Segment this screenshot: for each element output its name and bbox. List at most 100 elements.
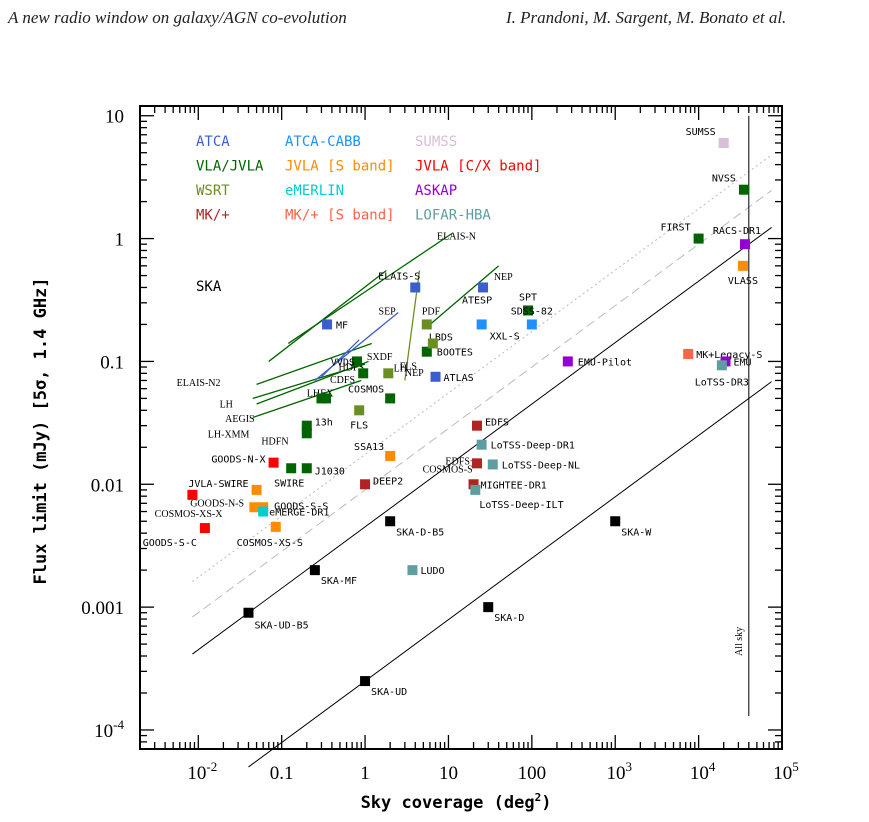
x-axis-label: Sky coverage (deg2): [361, 791, 552, 813]
survey-point: [249, 502, 260, 513]
x-tick-label: 105: [773, 759, 799, 784]
y-axis-label: Flux limit (mJy) [5σ, 1.4 GHz]: [31, 277, 51, 584]
survey-track: [321, 339, 360, 378]
survey-point-label: J1030: [315, 466, 345, 477]
survey-line-label: NEP: [494, 272, 513, 283]
x-tick-label: 103: [606, 759, 632, 784]
survey-line-label: LH: [220, 400, 233, 411]
survey-point: [476, 319, 487, 330]
survey-point: [476, 439, 487, 450]
legend-entry: JVLA [S band]: [285, 159, 395, 175]
survey-point: [358, 368, 369, 379]
survey-point: [360, 479, 371, 490]
running-header-right: I. Prandoni, M. Sargent, M. Bonato et al…: [506, 8, 787, 27]
survey-line-label: COSMOS-S: [423, 464, 473, 475]
x-axis-label-sup: 2: [535, 791, 542, 804]
survey-point: [472, 420, 483, 431]
survey-point-label: SKA-MF: [321, 576, 357, 587]
legend-entry: MK/+ [S band]: [285, 208, 395, 224]
survey-line-label: ELAIS-N: [437, 232, 476, 243]
survey-point-label: SKA-D-B5: [396, 527, 444, 538]
survey-point-label: SDSS-82: [511, 306, 553, 317]
survey-point: [383, 368, 394, 379]
survey-point-label: MIGHTEE-DR1: [481, 480, 547, 491]
survey-point-label: JVLA-SWIRE: [188, 479, 248, 490]
survey-point: [427, 338, 438, 349]
survey-point-label: NVSS: [712, 174, 736, 185]
survey-point-label: GOODS-S-C: [143, 538, 197, 549]
survey-point-label: MK+Legacy-S: [696, 350, 762, 361]
survey-line-label: NEP: [405, 368, 424, 379]
survey-line-label: SXDF: [367, 352, 393, 363]
survey-point-label: ATLAS: [444, 373, 474, 384]
survey-point: [301, 463, 312, 474]
survey-point-label: LoTSS-Deep-ILT: [479, 500, 563, 511]
survey-point: [385, 393, 396, 404]
survey-point: [354, 405, 365, 416]
survey-point: [320, 393, 331, 404]
survey-point: [421, 319, 432, 330]
survey-line-label: SEP: [379, 307, 397, 318]
legend-entry: ATCA-CABB: [285, 134, 361, 150]
survey-point-label: LoTSS-DR3: [695, 377, 749, 388]
legend-entry: eMERLIN: [285, 183, 344, 199]
survey-point: [199, 523, 210, 534]
survey-point-label: GOODS-S-S: [274, 501, 328, 512]
plot-frame: [139, 105, 783, 750]
survey-line-label: HDFS: [338, 363, 364, 374]
all-sky-label: All sky: [734, 627, 745, 656]
survey-point-label: FLS: [350, 420, 368, 431]
survey-point-label: ELAIS-S: [378, 271, 420, 282]
legend-entry: JVLA [C/X band]: [415, 159, 541, 175]
survey-point-label: SWIRE: [274, 478, 304, 489]
survey-point-label: VVDS: [331, 357, 355, 368]
x-tick-label: 100: [518, 763, 547, 784]
survey-line-label: HDFN: [261, 437, 288, 448]
survey-point: [430, 371, 441, 382]
survey-track: [429, 265, 500, 325]
survey-point: [470, 484, 481, 495]
survey-point-label: LoTSS-Deep-DR1: [491, 441, 575, 452]
survey-point: [251, 484, 262, 495]
survey-line-label: LH: [394, 363, 407, 374]
legend-entry: MK/+: [196, 208, 230, 224]
survey-line-label: EDFS+: [445, 456, 475, 467]
legend-entry: ATCA: [196, 134, 230, 150]
legend-entry: ASKAP: [415, 183, 457, 199]
survey-point: [385, 450, 396, 461]
legend-entry: SUMSS: [415, 134, 457, 150]
survey-point-label: EMU: [733, 357, 751, 368]
survey-point: [301, 420, 312, 431]
x-axis-label-end: ): [541, 793, 551, 813]
survey-point-label: ATESP: [462, 295, 492, 306]
survey-point: [737, 260, 748, 271]
survey-line-label: LH-XMM: [208, 430, 250, 441]
survey-point: [483, 602, 494, 613]
survey-point: [487, 459, 498, 470]
survey-point-label: FIRST: [661, 223, 691, 234]
survey-line-label: FLS: [400, 361, 417, 372]
survey-point: [478, 282, 489, 293]
survey-point-label: COSMOS: [348, 384, 384, 395]
survey-track: [268, 269, 387, 362]
survey-point: [258, 506, 269, 517]
survey-line-label: ELAIS-N2: [177, 378, 221, 389]
sensitivity-line-dashed: [192, 190, 772, 618]
survey-point: [562, 356, 573, 367]
running-header-left: A new radio window on galaxy/AGN co-evol…: [8, 8, 347, 27]
legend-entry: WSRT: [196, 183, 230, 199]
survey-point: [683, 348, 694, 359]
survey-point: [716, 360, 727, 371]
survey-track: [252, 379, 362, 419]
survey-point: [309, 565, 320, 576]
survey-point: [738, 184, 749, 195]
survey-point: [270, 521, 281, 532]
survey-point: [322, 319, 333, 330]
y-tick-label: 0.01: [91, 475, 124, 496]
survey-point: [421, 346, 432, 357]
survey-point-label: LoTSS-Deep-NL: [502, 460, 580, 471]
survey-point: [243, 607, 254, 618]
survey-point-label: LBDS: [429, 332, 453, 343]
y-tick-label: 10-4: [94, 717, 124, 742]
